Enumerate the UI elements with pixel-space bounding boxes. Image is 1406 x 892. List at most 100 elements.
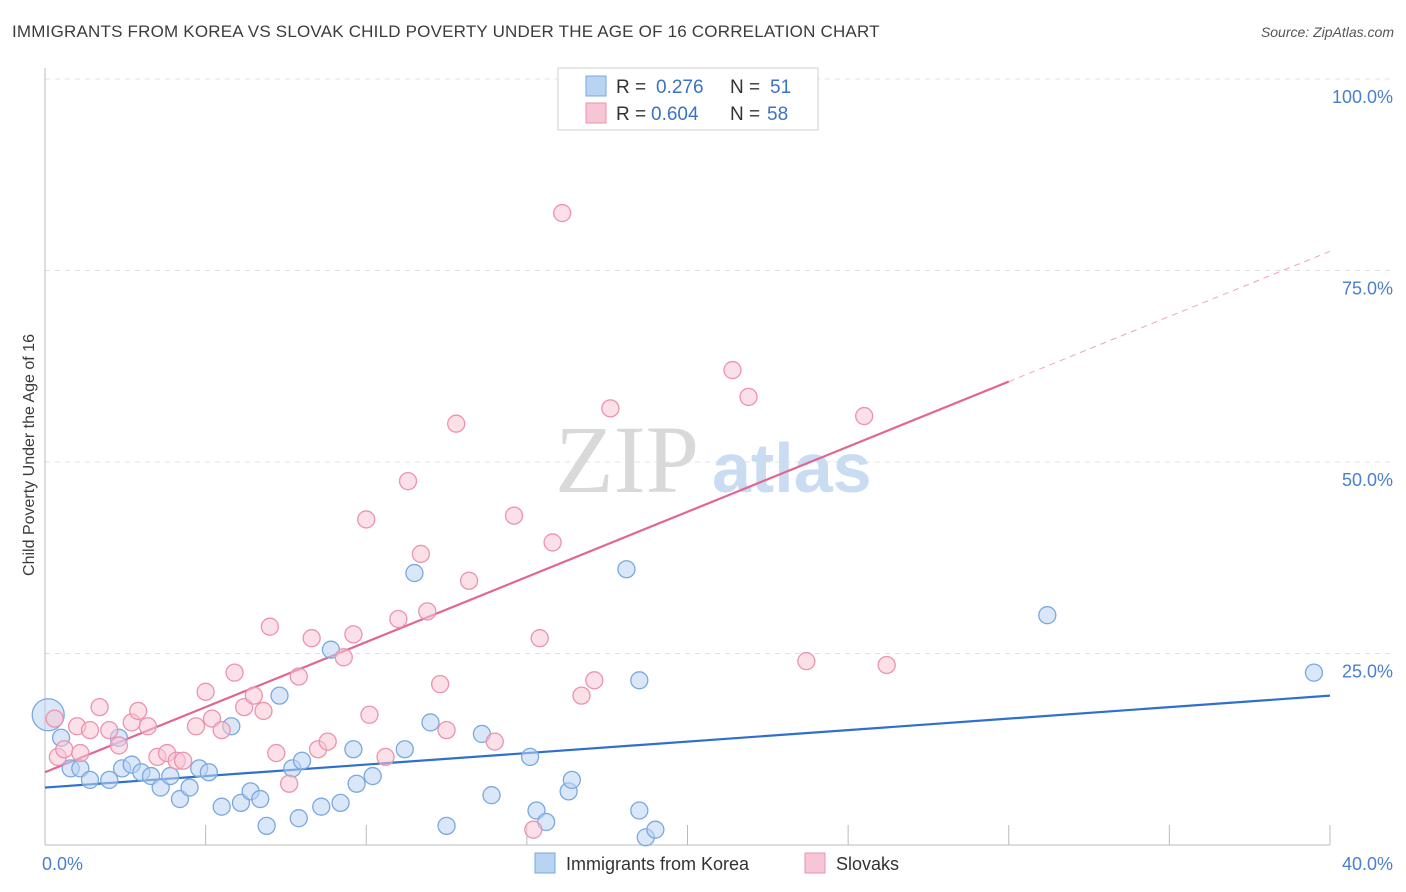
bottom-legend-label-slovaks: Slovaks bbox=[836, 854, 899, 874]
bottom-legend-swatch-korea bbox=[534, 852, 556, 874]
point-slovaks bbox=[797, 652, 816, 671]
watermark-atlas: atlas bbox=[712, 429, 872, 507]
point-korea bbox=[199, 763, 218, 782]
point-slovaks bbox=[430, 674, 450, 694]
point-korea bbox=[405, 563, 424, 583]
point-slovaks bbox=[45, 709, 64, 728]
point-slovaks bbox=[289, 667, 308, 686]
chart-title: IMMIGRANTS FROM KOREA VS SLOVAK CHILD PO… bbox=[12, 22, 880, 41]
point-slovaks bbox=[244, 686, 263, 705]
data-points bbox=[31, 203, 1324, 847]
point-slovaks bbox=[585, 671, 604, 690]
point-korea bbox=[437, 816, 456, 835]
grid-lines bbox=[45, 78, 1392, 654]
source-credit: Source: ZipAtlas.com bbox=[1260, 24, 1394, 40]
legend-swatch-slovaks bbox=[585, 102, 607, 124]
point-slovaks bbox=[459, 571, 479, 590]
point-korea bbox=[292, 751, 312, 770]
point-korea bbox=[1038, 606, 1057, 625]
point-slovaks bbox=[186, 717, 206, 736]
point-korea bbox=[331, 793, 350, 813]
watermark-zip: ZIP bbox=[555, 406, 699, 513]
point-slovaks bbox=[173, 751, 193, 770]
point-korea bbox=[520, 747, 540, 767]
legend-n-label-korea: N = bbox=[730, 77, 760, 98]
trend-line-slovaks bbox=[44, 380, 1010, 774]
point-slovaks bbox=[376, 747, 395, 767]
point-korea bbox=[646, 820, 665, 839]
point-slovaks bbox=[344, 625, 363, 644]
legend-r-value-slovaks: 0.604 bbox=[651, 104, 699, 125]
point-slovaks bbox=[100, 720, 119, 740]
point-korea bbox=[251, 789, 270, 809]
point-slovaks bbox=[553, 203, 572, 223]
point-slovaks bbox=[411, 544, 431, 564]
bottom-legend-swatch-slovaks bbox=[804, 852, 826, 874]
point-slovaks bbox=[504, 506, 524, 525]
point-korea bbox=[347, 774, 366, 793]
point-korea bbox=[617, 560, 636, 579]
point-slovaks bbox=[389, 609, 408, 629]
point-korea bbox=[395, 740, 414, 759]
point-slovaks bbox=[279, 774, 299, 793]
point-slovaks bbox=[437, 720, 456, 740]
correlation-legend: R = 0.276 N = 51 R = 0.604 N = 58 bbox=[557, 67, 819, 131]
point-slovaks bbox=[129, 701, 148, 721]
point-slovaks bbox=[138, 717, 157, 736]
point-korea bbox=[363, 766, 382, 786]
point-korea bbox=[630, 801, 649, 820]
point-slovaks bbox=[530, 629, 549, 648]
point-slovaks bbox=[260, 617, 280, 636]
point-korea bbox=[257, 816, 276, 835]
point-slovaks bbox=[360, 705, 379, 724]
legend-r-label-korea: R = bbox=[616, 77, 646, 98]
point-korea bbox=[212, 797, 231, 816]
trend-extension-slovaks bbox=[1008, 250, 1331, 383]
trend-lines bbox=[44, 250, 1331, 789]
point-slovaks bbox=[543, 533, 562, 552]
point-slovaks bbox=[485, 732, 504, 751]
point-korea bbox=[344, 740, 363, 759]
point-slovaks bbox=[267, 743, 286, 763]
point-korea bbox=[482, 786, 501, 805]
point-korea bbox=[161, 766, 180, 786]
point-slovaks bbox=[572, 686, 591, 705]
point-korea bbox=[1304, 663, 1324, 682]
point-slovaks bbox=[80, 720, 100, 740]
legend-n-value-korea: 51 bbox=[770, 77, 791, 98]
trend-line-korea bbox=[44, 694, 1331, 789]
x-tick-label: 0.0% bbox=[42, 854, 83, 874]
y-tick-label: 75.0% bbox=[1342, 279, 1393, 299]
point-slovaks bbox=[334, 648, 353, 667]
point-slovaks bbox=[723, 360, 742, 380]
axes bbox=[44, 68, 1331, 846]
legend-n-value-slovaks: 58 bbox=[767, 104, 788, 125]
point-korea bbox=[270, 686, 289, 705]
point-slovaks bbox=[254, 701, 273, 721]
x-tick-label: 40.0% bbox=[1342, 854, 1393, 874]
point-slovaks bbox=[109, 736, 129, 755]
point-slovaks bbox=[318, 732, 337, 751]
point-slovaks bbox=[225, 663, 244, 682]
point-slovaks bbox=[90, 697, 109, 717]
watermark: ZIP atlas bbox=[555, 406, 872, 513]
point-korea bbox=[180, 778, 199, 797]
y-tick-label: 50.0% bbox=[1342, 470, 1393, 490]
point-korea bbox=[562, 770, 581, 790]
point-slovaks bbox=[71, 743, 90, 763]
legend-swatch-korea bbox=[585, 75, 607, 97]
point-slovaks bbox=[855, 406, 874, 426]
point-korea bbox=[80, 770, 100, 790]
bottom-legend-label-korea: Immigrants from Korea bbox=[566, 854, 750, 874]
point-slovaks bbox=[418, 602, 437, 621]
point-slovaks bbox=[212, 720, 231, 740]
point-slovaks bbox=[357, 510, 376, 529]
point-slovaks bbox=[877, 655, 896, 675]
legend-r-label-slovaks: R = bbox=[616, 104, 646, 125]
point-korea bbox=[312, 797, 331, 816]
y-tick-label: 100.0% bbox=[1332, 87, 1393, 107]
point-slovaks bbox=[196, 682, 215, 701]
point-slovaks bbox=[55, 740, 74, 759]
tick-labels: 25.0% 50.0% 75.0% 100.0% 0.0% 40.0% bbox=[42, 87, 1393, 874]
